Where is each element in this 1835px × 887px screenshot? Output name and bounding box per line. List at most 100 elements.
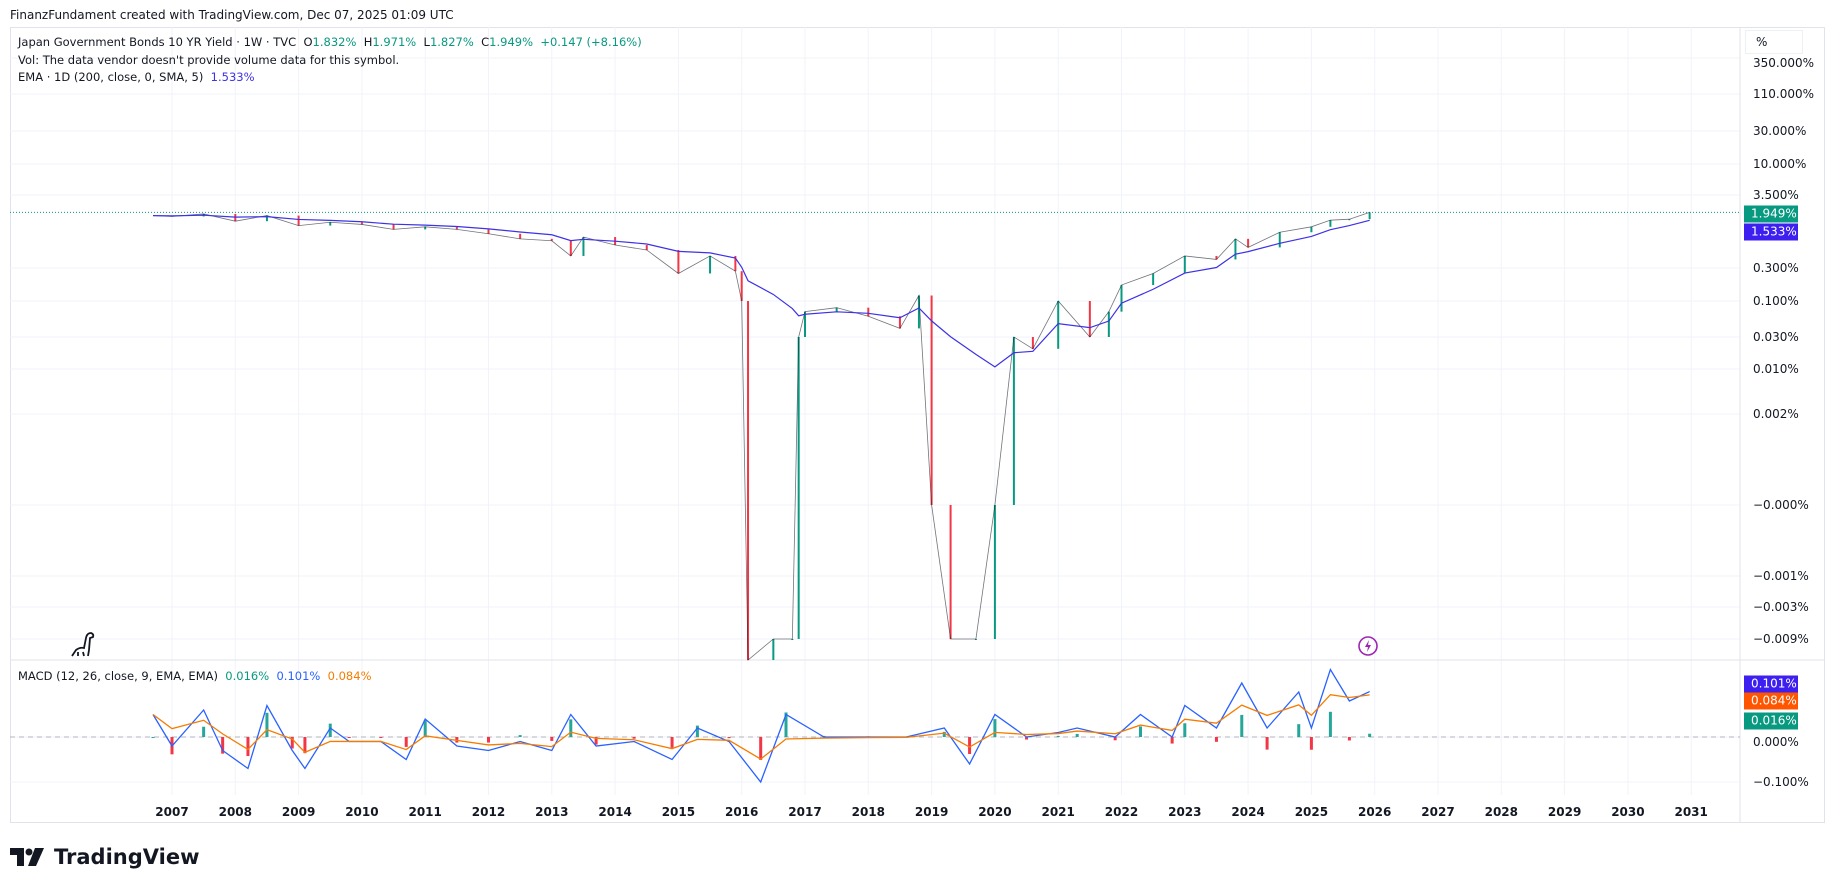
price-candle (297, 215, 300, 226)
price-candle (740, 271, 743, 301)
price-axis-label: 110.000% (1753, 87, 1815, 101)
price-axis-label: 0.100% (1753, 294, 1799, 308)
macd-histogram-bar (1138, 726, 1142, 737)
macd-histogram-value: 0.016% (225, 669, 270, 683)
time-axis-label: 2024 (1231, 805, 1265, 819)
symbol-legend: Japan Government Bonds 10 YR Yield · 1W … (18, 35, 642, 49)
macd-signal-line (152, 693, 1370, 760)
macd-histogram-bar (1075, 733, 1079, 737)
macd-histogram-bar (202, 726, 206, 737)
macd-histogram-bar (328, 723, 332, 737)
macd-histogram-bar (221, 737, 225, 754)
price-candle (791, 639, 794, 640)
price-candle (360, 222, 363, 225)
ema-value: 1.533% (210, 70, 255, 84)
macd-histogram-bar (290, 737, 294, 749)
time-axis-label: 2022 (1104, 805, 1139, 819)
macd-histogram-bar (1347, 737, 1351, 741)
macd-histogram-bar (518, 735, 522, 737)
price-axis-label: 30.000% (1753, 124, 1807, 138)
macd-histogram-bar (759, 737, 763, 760)
macd-line-value: 0.101% (276, 669, 321, 683)
price-axis-label: 3.500% (1753, 188, 1799, 202)
price-candle (569, 240, 572, 256)
price-candle (424, 226, 427, 230)
macd-histogram-bar (1328, 711, 1332, 737)
price-candle (1329, 220, 1332, 227)
macd-histogram-bar (594, 737, 598, 745)
price-axis-label: 350.000% (1753, 56, 1815, 70)
time-axis-label: 2018 (851, 805, 885, 819)
price-axis-label: −0.009% (1753, 632, 1809, 646)
time-axis-label: 2027 (1421, 805, 1455, 819)
macd-histogram-bar (632, 737, 636, 739)
macd-histogram-bar (379, 737, 383, 738)
macd-histogram-bar (423, 720, 427, 737)
time-axis-label: 2023 (1168, 805, 1202, 819)
time-axis-label: 2014 (598, 805, 632, 819)
tradingview-logo[interactable]: TradingView (10, 845, 199, 869)
price-candle (949, 505, 952, 639)
macd-histogram-bar (404, 737, 408, 747)
price-candle (804, 311, 806, 337)
price-candle (519, 233, 522, 239)
time-axis-label: 2021 (1041, 805, 1075, 819)
price-candle (677, 249, 680, 274)
ema-legend[interactable]: EMA · 1D (200, close, 0, SMA, 5) 1.533% (18, 70, 255, 84)
price-candle (487, 229, 490, 234)
macd-histogram-bar (695, 725, 699, 737)
open-label: O (303, 35, 313, 49)
price-candle (993, 505, 996, 639)
time-axis-label: 2031 (1674, 805, 1708, 819)
last-price-tag: 1.949% (1744, 205, 1798, 223)
macd-legend[interactable]: MACD (12, 26, close, 9, EMA, EMA) 0.016%… (18, 669, 372, 683)
price-candle (1057, 301, 1060, 349)
macd-histogram-bar (1240, 714, 1244, 737)
time-axis-label: 2026 (1357, 805, 1392, 819)
macd-histogram-bar (569, 719, 573, 737)
price-candle (974, 639, 977, 640)
price-candle (1278, 232, 1281, 248)
price-candle (797, 337, 800, 639)
time-axis-label: 2007 (155, 805, 189, 819)
price-candle (1310, 226, 1313, 233)
price-candle (917, 295, 920, 329)
lightning-icon[interactable] (1357, 635, 1379, 657)
price-line (152, 212, 1370, 661)
macd-histogram-bar (1297, 724, 1301, 737)
histogram-tag: 0.016% (1744, 712, 1798, 730)
symbol-title[interactable]: Japan Government Bonds 10 YR Yield · 1W … (18, 35, 297, 49)
macd-title: MACD (12, 26, close, 9, EMA, EMA) (18, 669, 218, 683)
time-axis-label: 2029 (1547, 805, 1582, 819)
macd-histogram-bar (1309, 737, 1313, 750)
time-axis-label: 2012 (471, 805, 506, 819)
price-candle (1012, 337, 1015, 505)
price-candle (455, 226, 458, 230)
price-candle (265, 215, 268, 222)
tradingview-logo-text: TradingView (54, 845, 200, 869)
close-label: C (481, 35, 490, 49)
macd-histogram-bar (1056, 735, 1060, 737)
time-axis-label: 2008 (218, 805, 252, 819)
macd-histogram-bar (303, 737, 307, 754)
signal-tag: 0.084% (1744, 692, 1798, 710)
macd-histogram-bar (1170, 737, 1174, 744)
macd-histogram-bar (1214, 737, 1218, 742)
price-candle (1368, 212, 1371, 220)
macd-histogram-bar (727, 737, 731, 739)
dinosaur-icon[interactable] (70, 630, 96, 658)
macd-histogram-bar (784, 712, 788, 737)
percent-scale-button[interactable]: % (1745, 30, 1803, 54)
price-candle (550, 238, 553, 241)
price-candle (734, 255, 737, 272)
price-candle (1247, 238, 1250, 248)
time-axis-label: 2016 (724, 805, 759, 819)
price-axis-label: −0.003% (1753, 600, 1809, 614)
low-label: L (423, 35, 430, 49)
macd-histogram-bar (968, 737, 972, 754)
ema-title: EMA · 1D (200, close, 0, SMA, 5) (18, 70, 204, 84)
low-value: 1.827% (429, 35, 474, 49)
price-candle (1234, 238, 1237, 260)
price-candle (329, 222, 332, 226)
